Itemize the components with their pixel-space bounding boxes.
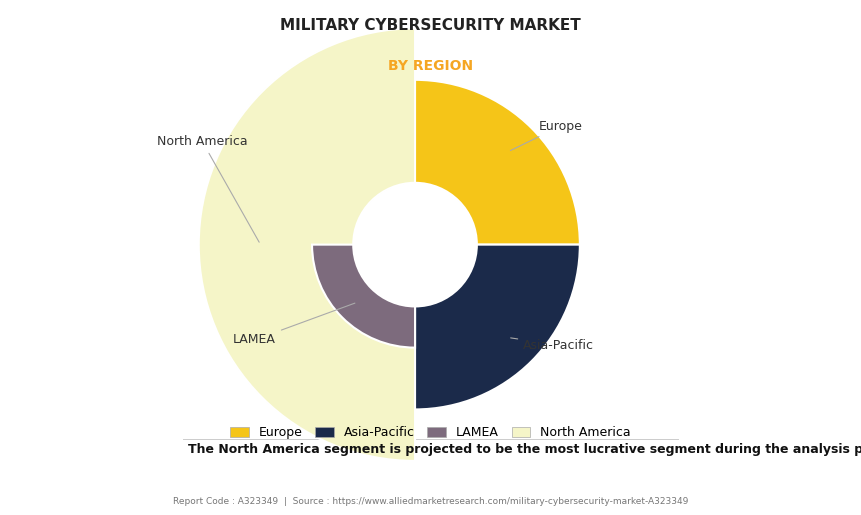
Text: MILITARY CYBERSECURITY MARKET: MILITARY CYBERSECURITY MARKET — [280, 18, 581, 33]
Wedge shape — [199, 28, 415, 461]
Circle shape — [356, 185, 474, 304]
Text: BY REGION: BY REGION — [388, 59, 473, 73]
Wedge shape — [415, 245, 579, 409]
Legend: Europe, Asia-Pacific, LAMEA, North America: Europe, Asia-Pacific, LAMEA, North Ameri… — [225, 421, 636, 444]
Text: LAMEA: LAMEA — [233, 303, 355, 347]
Text: The North America segment is projected to be the most lucrative segment during t: The North America segment is projected t… — [189, 443, 861, 456]
Wedge shape — [312, 245, 415, 348]
Text: Europe: Europe — [511, 119, 583, 150]
Text: Report Code : A323349  |  Source : https://www.alliedmarketresearch.com/military: Report Code : A323349 | Source : https:/… — [173, 497, 688, 506]
Text: Asia-Pacific: Asia-Pacific — [511, 338, 594, 352]
Wedge shape — [415, 80, 579, 245]
Text: North America: North America — [157, 135, 259, 242]
